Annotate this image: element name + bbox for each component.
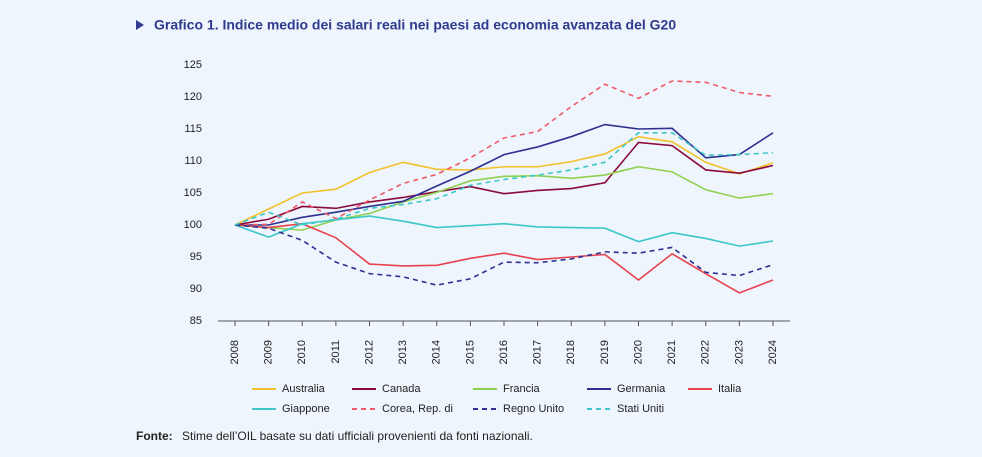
legend-label: Giappone [282, 403, 330, 415]
y-tick-label: 100 [184, 219, 202, 231]
series-line [234, 135, 774, 226]
series-line [234, 165, 774, 231]
y-tick-label: 115 [184, 123, 202, 135]
y-tick-label: 85 [190, 315, 202, 327]
y-tick-label: 120 [184, 91, 202, 103]
y-tick-label: 105 [184, 187, 202, 199]
legend-label: Francia [503, 383, 541, 395]
x-tick-label: 2008 [229, 340, 241, 364]
x-tick-label: 2013 [397, 340, 409, 364]
x-tick-label: 2011 [330, 340, 342, 364]
legend-label: Stati Uniti [617, 403, 664, 415]
x-tick-label: 2019 [599, 340, 611, 364]
chart-title: Grafico 1. Indice medio dei salari reali… [154, 17, 676, 33]
x-tick-label: 2020 [632, 340, 644, 364]
x-tick-label: 2010 [296, 340, 308, 364]
x-tick-label: 2017 [532, 340, 544, 364]
x-tick-label: 2018 [565, 340, 577, 364]
y-tick-label: 125 [184, 59, 202, 71]
x-tick-label: 2012 [363, 340, 375, 364]
footer-text: Stime dell’OIL basate su dati ufficiali … [182, 429, 533, 443]
x-tick-label: 2014 [431, 340, 443, 364]
legend-label: Canada [382, 383, 421, 395]
y-tick-label: 110 [184, 155, 202, 167]
series-line [234, 224, 774, 286]
y-tick-label: 90 [190, 283, 202, 295]
series-line [234, 222, 774, 294]
x-tick-label: 2022 [700, 340, 712, 364]
x-tick-label: 2023 [733, 340, 745, 364]
y-tick-label: 95 [190, 251, 202, 263]
series-line [234, 141, 774, 226]
x-tick-label: 2009 [263, 340, 275, 364]
x-tick-label: 2015 [464, 340, 476, 364]
x-tick-label: 2016 [498, 340, 510, 364]
legend-label: Corea, Rep. di [382, 403, 453, 415]
legend-label: Regno Unito [503, 403, 564, 415]
series-line [234, 132, 774, 226]
x-tick-label: 2021 [666, 340, 678, 364]
legend-label: Italia [718, 383, 742, 395]
legend-label: Australia [282, 383, 326, 395]
series-line [234, 80, 774, 226]
x-tick-label: 2024 [767, 340, 779, 364]
footer-label: Fonte: [136, 429, 173, 443]
legend-label: Germania [617, 383, 666, 395]
title-marker [136, 20, 144, 30]
